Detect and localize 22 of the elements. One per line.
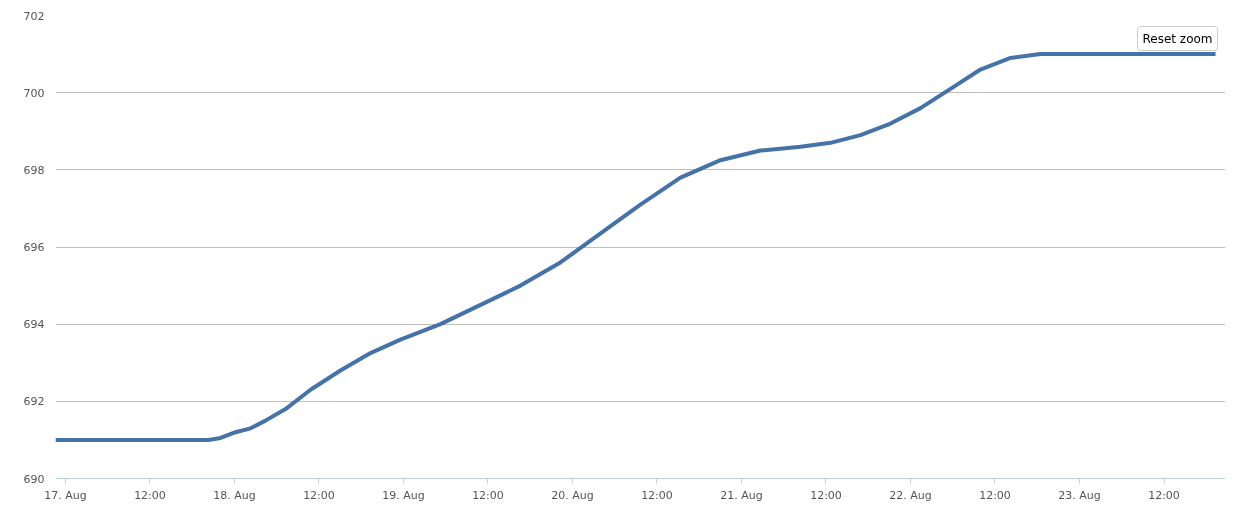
x-tick-label: 17. Aug (44, 488, 87, 502)
annotation: Reset zoom (1142, 31, 1213, 46)
y-tick-label: 692 (23, 395, 45, 409)
y-tick-label: 696 (23, 241, 45, 254)
x-tick-label: 21. Aug (720, 488, 763, 502)
y-tick-label: 698 (23, 163, 45, 177)
x-tick-label: 12:00 (979, 488, 1011, 502)
x-tick-label: 18. Aug (213, 488, 256, 502)
x-tick-label: 12:00 (810, 488, 842, 502)
x-tick-label: 12:00 (134, 488, 166, 502)
x-tick-label: 23. Aug (1058, 488, 1101, 502)
x-tick-label: 12:00 (303, 488, 335, 502)
y-tick-label: 690 (23, 472, 45, 486)
x-tick-label: 19. Aug (382, 488, 425, 502)
x-tick-label: 22. Aug (889, 488, 932, 502)
y-tick-label: 702 (23, 9, 45, 23)
x-tick-label: 12:00 (1148, 488, 1180, 502)
y-tick-label: 694 (23, 318, 45, 332)
x-tick-label: 20. Aug (551, 488, 594, 502)
x-tick-label: 12:00 (641, 488, 673, 502)
y-tick-label: 700 (23, 86, 45, 100)
x-tick-label: 12:00 (472, 488, 504, 502)
